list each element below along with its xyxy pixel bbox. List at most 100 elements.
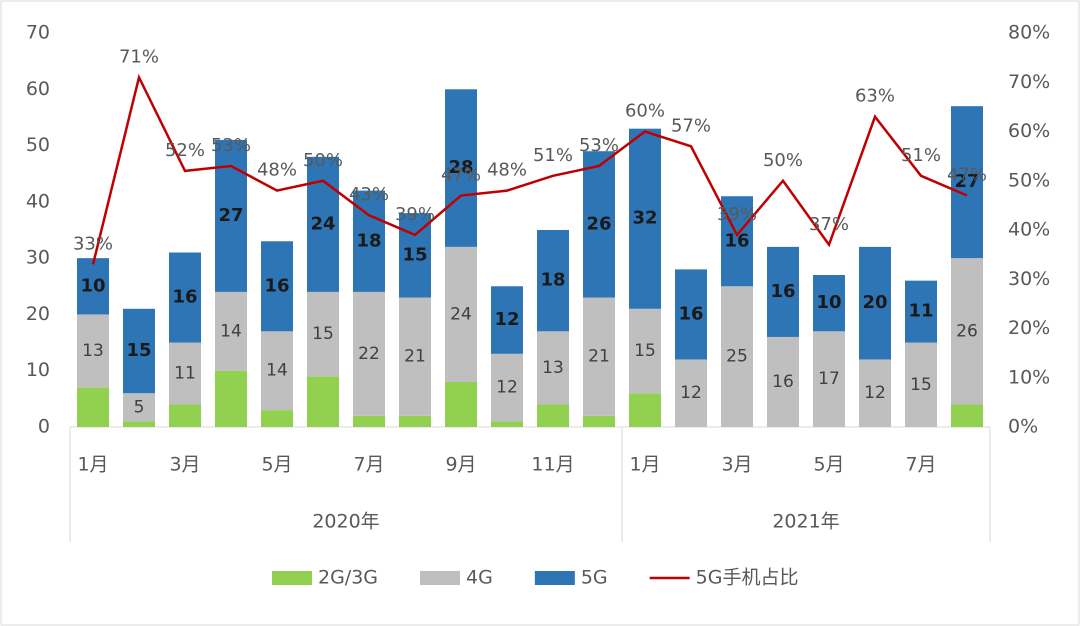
bar-segment	[399, 297, 431, 416]
bar-segment	[123, 393, 155, 422]
bar-label: 16	[264, 275, 289, 296]
bar-segment	[169, 404, 201, 427]
bar-label: 16	[724, 230, 749, 251]
line-label: 63%	[855, 86, 895, 107]
x-tick-label: 3月	[169, 454, 200, 476]
bar-label: 15	[634, 341, 656, 361]
group-label: 2021年	[772, 511, 839, 533]
bar-segment	[859, 246, 891, 360]
y2-tick-label: 40%	[1008, 219, 1050, 241]
line	[91, 73, 968, 265]
y-tick-label: 10	[26, 359, 50, 381]
bar-label: 24	[310, 213, 335, 234]
bar-segment	[537, 331, 569, 405]
line-label: 50%	[763, 150, 803, 171]
bar-segment	[307, 156, 339, 292]
bar-label: 16	[678, 303, 703, 324]
bar-label: 12	[680, 383, 702, 403]
bar-label: 10	[80, 275, 105, 296]
legend-label: 4G	[466, 567, 493, 589]
x-tick-label: 1月	[629, 454, 660, 476]
y-tick-label: 0	[38, 416, 50, 438]
bar-segment	[353, 291, 385, 416]
bar-segment	[537, 404, 569, 427]
line-label: 51%	[533, 145, 573, 166]
bar-label: 32	[632, 208, 657, 229]
line-label: 48%	[487, 160, 527, 181]
bar-label: 5	[134, 397, 145, 417]
bar-segment	[169, 342, 201, 405]
bar-segment	[951, 404, 983, 427]
bar-segment	[261, 331, 293, 411]
line-label: 52%	[165, 140, 205, 161]
bar-segment	[445, 381, 477, 427]
bar-segment	[583, 415, 615, 427]
bar-label: 13	[542, 358, 564, 378]
bar-segment	[629, 128, 661, 309]
line-label: 43%	[349, 184, 389, 205]
bar-segment	[675, 269, 707, 360]
bar-label: 16	[772, 372, 794, 392]
x-tick-label: 11月	[531, 454, 574, 476]
bar-segment	[307, 376, 339, 427]
bar-label: 12	[864, 383, 886, 403]
bar-label: 16	[770, 281, 795, 302]
bar-segment	[169, 252, 201, 343]
line-label: 48%	[257, 160, 297, 181]
bar-segment	[813, 331, 845, 427]
y2-tick-label: 0%	[1008, 416, 1038, 438]
bar-label: 28	[448, 157, 473, 178]
y-tick-label: 70	[26, 22, 50, 44]
bar-segment	[123, 421, 155, 427]
x-tick-label: 3月	[721, 454, 752, 476]
bar-label: 24	[450, 304, 472, 324]
legend-label: 5G	[581, 567, 608, 589]
bar-label: 12	[496, 378, 518, 398]
y2-tick-label: 80%	[1008, 22, 1050, 44]
legend-swatch	[272, 571, 312, 585]
x-tick-label: 7月	[353, 454, 384, 476]
bar-label: 14	[266, 361, 288, 381]
bar-segment	[261, 241, 293, 332]
bar-segment	[859, 359, 891, 427]
bar-segment	[445, 89, 477, 247]
bar-label: 27	[218, 205, 243, 226]
y2-tick-label: 10%	[1008, 366, 1050, 388]
line-label: 47%	[947, 165, 987, 186]
bar-segment	[491, 353, 523, 422]
y2-tick-label: 70%	[1008, 71, 1050, 93]
bar-label: 18	[356, 230, 381, 251]
bar-label: 27	[954, 171, 979, 192]
y-tick-label: 30	[26, 247, 50, 269]
x-tick-label: 7月	[905, 454, 936, 476]
bar-segment	[77, 258, 109, 315]
bar-label: 20	[862, 292, 887, 313]
legend-label: 2G/3G	[318, 567, 378, 589]
line-label: 39%	[395, 204, 435, 225]
bar-segment	[353, 415, 385, 427]
bar-label: 26	[956, 321, 978, 341]
line-label: 39%	[717, 204, 757, 225]
bar-segment	[675, 359, 707, 427]
bar-label: 12	[494, 309, 519, 330]
y-tick-label: 60	[26, 78, 50, 100]
bar-label: 21	[404, 347, 426, 367]
line-label: 37%	[809, 214, 849, 235]
bar-label: 16	[172, 287, 197, 308]
bar-label: 11	[174, 364, 196, 384]
y-tick-label: 20	[26, 303, 50, 325]
bar-segment	[491, 421, 523, 427]
y-tick-label: 40	[26, 190, 50, 212]
bar-label: 18	[540, 270, 565, 291]
bar-label: 15	[312, 324, 334, 344]
bar-label: 15	[126, 340, 151, 361]
bar-label: 13	[82, 341, 104, 361]
bar-label: 25	[726, 347, 748, 367]
bar-segment	[951, 106, 983, 259]
x-tick-label: 5月	[813, 454, 844, 476]
x-tick-label: 5月	[261, 454, 292, 476]
legend-swatch	[534, 571, 575, 585]
bar-segment	[629, 308, 661, 394]
line-label: 71%	[119, 46, 159, 67]
